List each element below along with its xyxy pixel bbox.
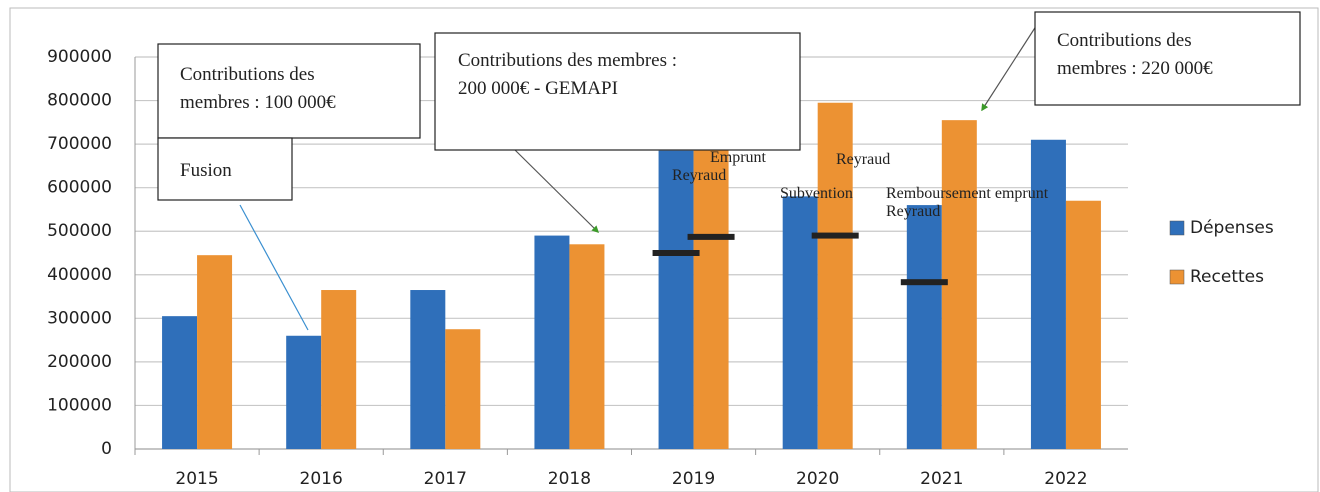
annotation-text: Contributions des [1057, 30, 1192, 51]
bar [286, 335, 322, 449]
annotation-text: Contributions des membres : [458, 50, 677, 71]
bar [693, 133, 729, 449]
annotation-box [1034, 11, 1301, 106]
annotation-text: membres : 100 000€ [180, 92, 336, 113]
bar [1065, 200, 1101, 449]
annotation-text: Emprunt [710, 149, 767, 166]
arrow [514, 149, 600, 234]
bar [906, 205, 942, 449]
marker [652, 250, 700, 256]
y-tick-label: 500000 [47, 221, 112, 241]
annotation-text: Subvention [780, 185, 853, 202]
annotation-text: membres : 220 000€ [1057, 58, 1213, 79]
y-tick-label: 400000 [47, 265, 112, 285]
bar [534, 235, 570, 449]
marker [900, 279, 948, 286]
annotation-text: Remboursement emprunt [886, 185, 1049, 202]
y-tick-label: 700000 [47, 134, 112, 154]
annotation-box [434, 32, 801, 151]
y-tick-label: 900000 [47, 47, 112, 67]
bar [410, 290, 446, 449]
annotation-text: Contributions des [180, 64, 315, 85]
x-tick-label: 2022 [1044, 469, 1087, 489]
marker [687, 233, 735, 240]
bar [1030, 139, 1066, 449]
legend-label: Recettes [1190, 267, 1264, 287]
bar [197, 255, 233, 449]
y-tick-label: 0 [101, 439, 112, 459]
bar [321, 290, 357, 449]
bar [658, 150, 694, 449]
arrow [239, 204, 309, 331]
annotation-box [157, 43, 421, 139]
x-tick-label: 2019 [672, 469, 715, 489]
bar [445, 329, 481, 449]
x-tick-label: 2017 [424, 469, 467, 489]
y-tick-label: 100000 [47, 395, 112, 415]
annotation-text: Fusion [180, 160, 232, 181]
annotation-text: Reyraud [672, 167, 726, 184]
bar [817, 102, 853, 449]
x-tick-label: 2021 [920, 469, 963, 489]
annotation-box [157, 137, 293, 201]
arrow [981, 19, 1041, 112]
x-tick-label: 2020 [796, 469, 839, 489]
y-tick-label: 800000 [47, 91, 112, 111]
marker [811, 232, 859, 239]
annotation-text: Reyraud [886, 203, 940, 220]
bar [569, 244, 605, 449]
legend-label: Dépenses [1190, 218, 1274, 238]
x-tick-label: 2015 [175, 469, 218, 489]
legend-swatch [1169, 220, 1185, 236]
y-tick-label: 200000 [47, 352, 112, 372]
bar [162, 316, 198, 449]
annotation-text: 200 000€ - GEMAPI [458, 78, 618, 99]
x-tick-label: 2016 [300, 469, 343, 489]
y-tick-label: 600000 [47, 178, 112, 198]
x-tick-label: 2018 [548, 469, 591, 489]
y-tick-label: 300000 [47, 308, 112, 328]
annotation-text: Reyraud [836, 151, 890, 168]
legend-swatch [1169, 269, 1185, 285]
